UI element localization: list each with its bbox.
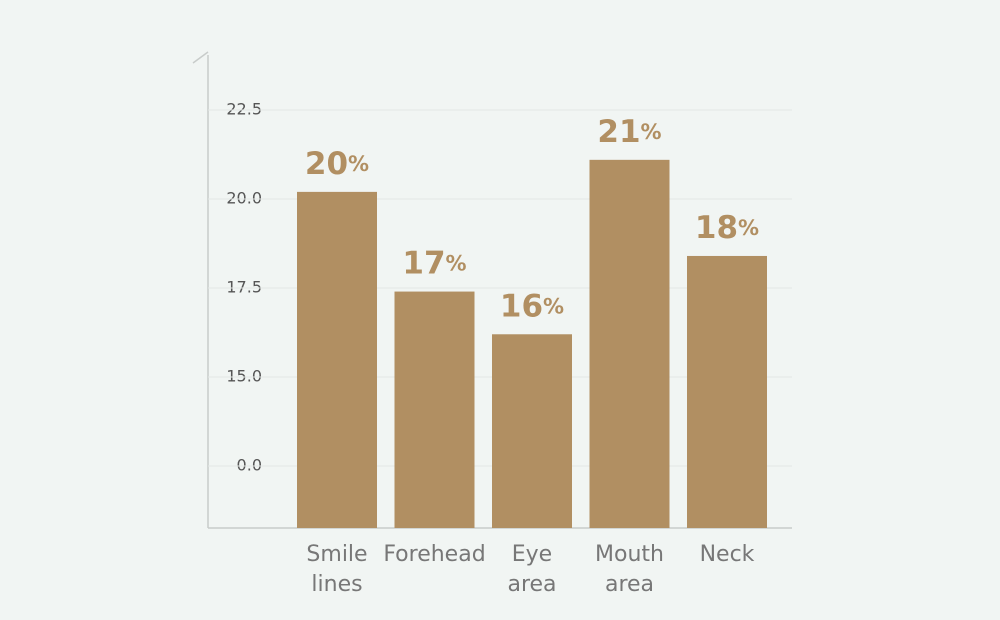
x-tick-label: Mouth area [595, 542, 664, 597]
x-tick-label: Forehead [383, 542, 485, 567]
y-tick-label: 22.5 [226, 100, 262, 119]
y-tick-label: 0.0 [237, 456, 262, 475]
x-tick-label: Eye area [507, 542, 556, 597]
bar [394, 291, 475, 528]
bar [492, 334, 572, 528]
y-tick-label: 17.5 [226, 278, 262, 297]
value-label: 21% [597, 113, 661, 149]
y-tick-label: 15.0 [226, 367, 262, 386]
axis-break [192, 51, 209, 64]
x-tick-label: Neck [700, 542, 755, 567]
x-tick-label: Smile lines [306, 542, 367, 597]
y-tick-label: 20.0 [226, 189, 262, 208]
bar [687, 255, 767, 528]
bar [297, 191, 377, 528]
value-label: 18% [695, 209, 759, 245]
value-label: 17% [402, 245, 466, 281]
value-label: 20% [305, 145, 369, 181]
bar [589, 159, 670, 528]
value-label: 16% [500, 288, 564, 324]
